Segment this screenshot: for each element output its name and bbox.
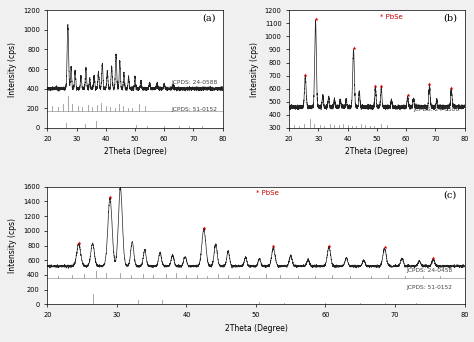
Y-axis label: Intensity (cps): Intensity (cps) (250, 42, 259, 96)
Text: JCPDS: 24-0588: JCPDS: 24-0588 (171, 80, 218, 85)
X-axis label: 2Theta (Degree): 2Theta (Degree) (225, 324, 287, 332)
Text: (c): (c) (443, 190, 456, 199)
X-axis label: 2Theta (Degree): 2Theta (Degree) (104, 147, 166, 156)
Text: JCPDS: 24-0458: JCPDS: 24-0458 (406, 268, 452, 273)
Text: JCPDS: 51-0152: JCPDS: 51-0152 (172, 107, 218, 112)
X-axis label: 2Theta (Degree): 2Theta (Degree) (346, 147, 408, 156)
Y-axis label: Intensity (cps): Intensity (cps) (9, 218, 18, 273)
Text: (a): (a) (202, 14, 216, 23)
Y-axis label: Intensity (cps): Intensity (cps) (9, 42, 18, 96)
Text: JCPDS: 51-0152: JCPDS: 51-0152 (406, 285, 452, 290)
Text: * PbSe: * PbSe (381, 14, 403, 20)
Text: JCPDS: 24-0588: JCPDS: 24-0588 (413, 107, 459, 112)
Text: (b): (b) (444, 14, 457, 23)
Text: * PbSe: * PbSe (256, 190, 279, 196)
